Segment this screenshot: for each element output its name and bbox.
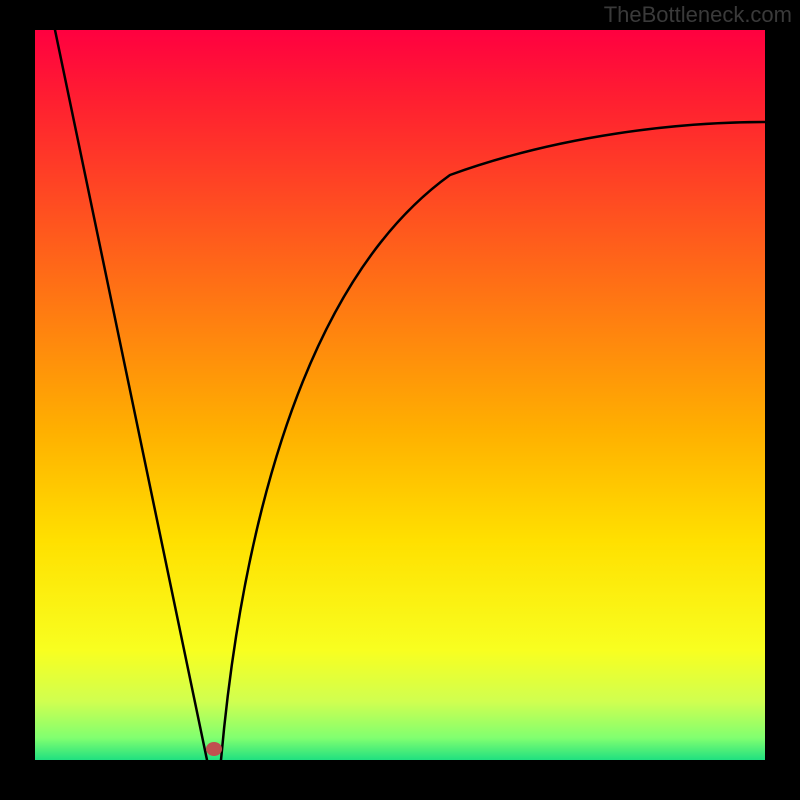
chart-plot-area xyxy=(35,30,765,760)
chart-container: TheBottleneck.com xyxy=(0,0,800,800)
watermark-label: TheBottleneck.com xyxy=(604,2,792,28)
